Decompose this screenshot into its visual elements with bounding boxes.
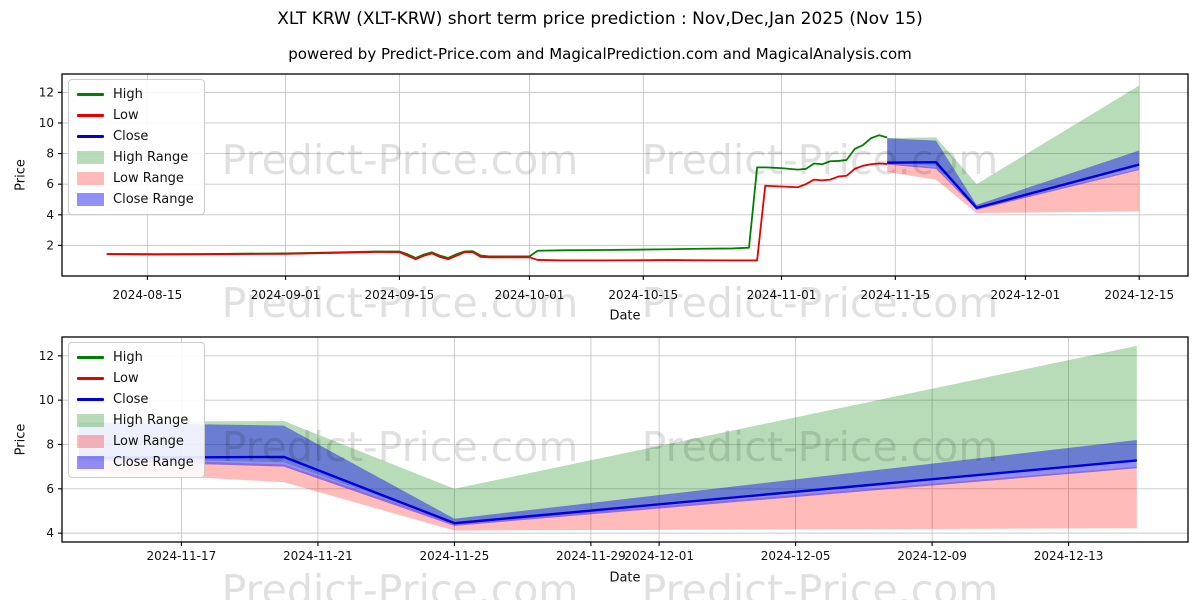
legend-item-low-range: Low Range: [77, 168, 194, 189]
x-tick-label: 2024-11-15: [860, 288, 930, 302]
plot-border: [61, 73, 1189, 277]
legend-item-low-range: Low Range: [77, 431, 194, 452]
legend-item-high: High: [77, 84, 194, 105]
legend-label: Close: [113, 129, 149, 144]
x-tick-label: 2024-11-29: [556, 549, 626, 563]
x-tick-label: 2024-11-01: [747, 288, 817, 302]
overview-chart: 2024-08-15 2024-09-01 2024-09-15 2024-10-01…: [14, 73, 1189, 324]
x-tick-label: 2024-09-01: [251, 288, 321, 302]
band-close-range: [887, 138, 1140, 210]
legend-line-swatch: [77, 93, 104, 96]
y-tick-label: 6: [46, 177, 54, 191]
legend-patch-swatch: [77, 414, 104, 427]
x-axis: 2024-11-17 2024-11-21 2024-11-25 2024-11-29…: [147, 542, 1104, 586]
watermark-text: Predict-Price.com: [222, 279, 579, 327]
legend-item-close: Close: [77, 126, 194, 147]
x-tick-label: 2024-12-01: [991, 288, 1061, 302]
legend-label: High Range: [113, 150, 189, 165]
legend-patch-swatch: [77, 456, 104, 469]
x-tick-label: 2024-11-17: [147, 549, 217, 563]
y-axis-label: Price: [14, 159, 29, 191]
legend-patch-swatch: [77, 172, 104, 185]
y-tick-label: 12: [39, 85, 54, 99]
y-tick-label: 10: [39, 393, 54, 407]
x-axis: 2024-08-15 2024-09-01 2024-09-15 2024-10-01…: [112, 276, 1174, 324]
y-tick-label: 8: [46, 437, 54, 451]
grid: [62, 74, 1188, 276]
x-axis-label: Date: [609, 309, 640, 324]
legend-line-swatch: [77, 356, 104, 359]
watermark-text: Predict-Price.com: [642, 279, 999, 327]
legend-label: Close Range: [113, 455, 194, 470]
legend-label: Low Range: [113, 434, 184, 449]
watermark-text: Predict-Price.com: [642, 566, 999, 600]
legend-label: Low: [113, 108, 139, 123]
watermark-text: Predict-Price.com: [642, 423, 999, 471]
x-tick-label: 2024-11-25: [420, 549, 490, 563]
legend-label: Low Range: [113, 171, 184, 186]
watermark-text: Predict-Price.com: [222, 423, 579, 471]
legend-item-low: Low: [77, 368, 194, 389]
y-tick-label: 2: [46, 238, 54, 252]
legend-item-low: Low: [77, 105, 194, 126]
y-axis: 2 4 6 8 10 12 Price: [14, 85, 62, 252]
x-tick-label: 2024-12-01: [624, 549, 694, 563]
watermark-text: Predict-Price.com: [642, 136, 999, 184]
legend: High Low Close High Range Low Range Close Ran…: [68, 342, 205, 478]
axes-subtitle: powered by Predict-Price.com and Magical…: [288, 45, 912, 63]
legend-label: Low: [113, 371, 139, 386]
legend-line-swatch: [77, 398, 104, 401]
legend-item-high-range: High Range: [77, 410, 194, 431]
line-low: [106, 162, 888, 262]
x-tick-label: 2024-08-15: [112, 288, 182, 302]
watermark-text: Predict-Price.com: [222, 136, 579, 184]
y-axis: 4 6 8 10 12 Price: [14, 349, 62, 540]
x-tick-label: 2024-12-09: [897, 549, 967, 563]
watermarks: Predict-Price.com Predict-Price.com Predic…: [222, 136, 999, 600]
y-tick-label: 8: [46, 147, 54, 161]
legend-item-close: Close: [77, 389, 194, 410]
legend-item-close-range: Close Range: [77, 452, 194, 473]
y-axis-label: Price: [14, 424, 29, 456]
line-close: [887, 160, 1140, 210]
y-tick-label: 12: [39, 349, 54, 363]
legend-patch-swatch: [77, 435, 104, 448]
figure-title: XLT KRW (XLT-KRW) short term price predi…: [277, 9, 923, 29]
legend-label: High Range: [113, 413, 189, 428]
band-low-range: [79, 457, 1137, 531]
band-low-range: [887, 162, 1140, 213]
y-tick-label: 10: [39, 116, 54, 130]
legend-line-swatch: [77, 135, 104, 138]
y-tick-label: 4: [46, 526, 54, 540]
legend-item-high: High: [77, 347, 194, 368]
x-tick-label: 2024-10-15: [608, 288, 678, 302]
x-tick-label: 2024-09-15: [365, 288, 435, 302]
plot-border: [61, 336, 1189, 543]
legend-patch-swatch: [77, 151, 104, 164]
y-tick-label: 4: [46, 208, 54, 222]
y-tick-label: 6: [46, 482, 54, 496]
legend-label: High: [113, 350, 143, 365]
line-high: [106, 134, 888, 259]
x-tick-label: 2024-10-01: [495, 288, 565, 302]
x-tick-label: 2024-12-15: [1104, 288, 1174, 302]
x-tick-label: 2024-11-21: [283, 549, 353, 563]
legend-item-high-range: High Range: [77, 147, 194, 168]
legend-label: Close Range: [113, 192, 194, 207]
legend-patch-swatch: [77, 193, 104, 206]
x-tick-label: 2024-12-05: [761, 549, 831, 563]
legend-line-swatch: [77, 377, 104, 380]
legend-label: Close: [113, 392, 149, 407]
x-tick-label: 2024-12-13: [1034, 549, 1104, 563]
x-axis-label: Date: [609, 571, 640, 586]
legend-line-swatch: [77, 114, 104, 117]
legend-item-close-range: Close Range: [77, 189, 194, 210]
legend: High Low Close High Range Low Range Close Ran…: [68, 79, 205, 215]
watermark-text: Predict-Price.com: [222, 566, 579, 600]
legend-label: High: [113, 87, 143, 102]
